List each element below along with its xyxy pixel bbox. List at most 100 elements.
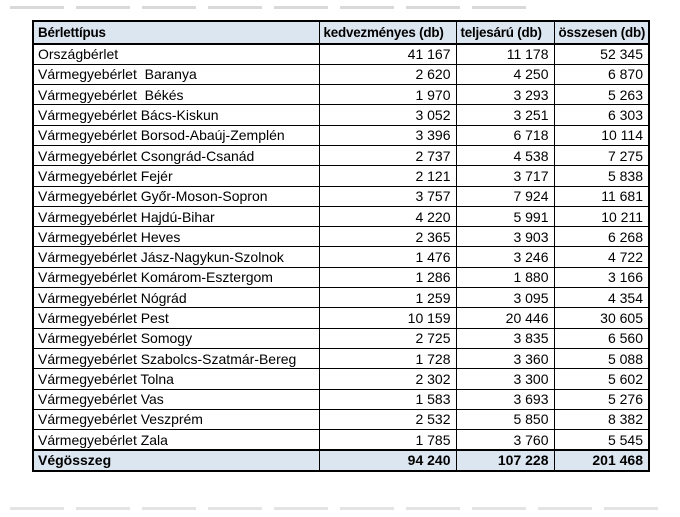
cell-pass-type[interactable]: Vármegyebérlet Baranya (32, 63, 320, 86)
cell-pass-type[interactable]: Vármegyebérlet Borsod-Abaúj-Zemplén (32, 124, 320, 146)
cell-discounted[interactable]: 3 757 (318, 185, 457, 207)
header-row: Bérlettípus kedvezményes (db) teljesárú … (32, 20, 650, 45)
cell-discounted[interactable]: 10 159 (318, 307, 457, 329)
cell-total[interactable]: 5 838 (553, 165, 650, 187)
cell-full-price[interactable]: 3 360 (455, 347, 555, 370)
table-row: Vármegyebérlet Pest 10 159 20 446 30 605 (32, 307, 650, 329)
cell-discounted[interactable]: 2 620 (318, 63, 457, 86)
cell-pass-type[interactable]: Vármegyebérlet Békés (32, 84, 320, 106)
cell-discounted[interactable]: 41 167 (318, 43, 457, 65)
cell-total[interactable]: 4 354 (553, 287, 650, 309)
cell-discounted[interactable]: 2 737 (318, 144, 457, 167)
col-header-discounted[interactable]: kedvezményes (db) (318, 20, 457, 45)
cell-full-price[interactable]: 3 293 (455, 84, 555, 106)
cell-discounted[interactable]: 3 052 (318, 104, 457, 126)
cell-pass-type[interactable]: Vármegyebérlet Komárom-Esztergom (32, 266, 320, 289)
cell-full-price[interactable]: 4 538 (455, 144, 555, 167)
cell-pass-type[interactable]: Vármegyebérlet Heves (32, 226, 320, 248)
cell-full-price[interactable]: 3 717 (455, 165, 555, 187)
cell-pass-type[interactable]: Vármegyebérlet Vas (32, 388, 320, 410)
cell-full-price[interactable]: 5 991 (455, 205, 555, 228)
cell-discounted[interactable]: 4 220 (318, 205, 457, 228)
table-row: Vármegyebérlet Csongrád-Csanád 2 737 4 5… (32, 144, 650, 167)
grand-total-discounted[interactable]: 94 240 (318, 448, 457, 472)
cell-full-price[interactable]: 4 250 (455, 63, 555, 86)
cell-discounted[interactable]: 1 583 (318, 388, 457, 410)
cell-pass-type[interactable]: Vármegyebérlet Zala (32, 429, 320, 451)
grand-total-label[interactable]: Végösszeg (32, 448, 320, 472)
cell-discounted[interactable]: 1 785 (318, 429, 457, 451)
grand-total-row: Végösszeg 94 240 107 228 201 468 (32, 448, 650, 472)
cell-full-price[interactable]: 3 903 (455, 226, 555, 248)
table-row: Vármegyebérlet Heves 2 365 3 903 6 268 (32, 226, 650, 248)
col-header-pass-type[interactable]: Bérlettípus (32, 20, 320, 45)
cell-pass-type[interactable]: Vármegyebérlet Hajdú-Bihar (32, 205, 320, 228)
cell-pass-type[interactable]: Országbérlet (32, 43, 320, 65)
table-row: Vármegyebérlet Baranya 2 620 4 250 6 870 (32, 63, 650, 86)
cell-total[interactable]: 5 545 (553, 429, 650, 451)
cell-pass-type[interactable]: Vármegyebérlet Nógrád (32, 287, 320, 309)
cell-total[interactable]: 4 722 (553, 246, 650, 268)
cell-discounted[interactable]: 1 476 (318, 246, 457, 268)
cell-full-price[interactable]: 3 095 (455, 287, 555, 309)
table-row: Vármegyebérlet Fejér 2 121 3 717 5 838 (32, 165, 650, 187)
cell-full-price[interactable]: 3 251 (455, 104, 555, 126)
cell-discounted[interactable]: 1 728 (318, 347, 457, 370)
cell-discounted[interactable]: 3 396 (318, 124, 457, 146)
cell-full-price[interactable]: 3 693 (455, 388, 555, 410)
cell-discounted[interactable]: 2 365 (318, 226, 457, 248)
cell-discounted[interactable]: 2 121 (318, 165, 457, 187)
cell-full-price[interactable]: 1 880 (455, 266, 555, 289)
cell-total[interactable]: 10 114 (553, 124, 650, 146)
cell-total[interactable]: 3 166 (553, 266, 650, 289)
cell-total[interactable]: 5 088 (553, 347, 650, 370)
cell-total[interactable]: 52 345 (553, 43, 650, 65)
col-header-full-price[interactable]: teljesárú (db) (455, 20, 555, 45)
cell-full-price[interactable]: 6 718 (455, 124, 555, 146)
cell-total[interactable]: 6 560 (553, 327, 650, 349)
table-row: Vármegyebérlet Nógrád 1 259 3 095 4 354 (32, 287, 650, 309)
cell-pass-type[interactable]: Vármegyebérlet Veszprém (32, 408, 320, 431)
grand-total-full-price[interactable]: 107 228 (455, 448, 555, 472)
cell-total[interactable]: 5 263 (553, 84, 650, 106)
cell-total[interactable]: 10 211 (553, 205, 650, 228)
cell-pass-type[interactable]: Vármegyebérlet Fejér (32, 165, 320, 187)
cell-discounted[interactable]: 2 302 (318, 368, 457, 390)
cell-total[interactable]: 6 303 (553, 104, 650, 126)
cell-discounted[interactable]: 1 259 (318, 287, 457, 309)
cell-total[interactable]: 8 382 (553, 408, 650, 431)
cell-full-price[interactable]: 3 760 (455, 429, 555, 451)
cell-total[interactable]: 5 602 (553, 368, 650, 390)
cell-full-price[interactable]: 20 446 (455, 307, 555, 329)
cell-pass-type[interactable]: Vármegyebérlet Győr-Moson-Sopron (32, 185, 320, 207)
cell-full-price[interactable]: 3 835 (455, 327, 555, 349)
cell-total[interactable]: 5 276 (553, 388, 650, 410)
cell-full-price[interactable]: 7 924 (455, 185, 555, 207)
cell-full-price[interactable]: 11 178 (455, 43, 555, 65)
pass-sales-table: Bérlettípus kedvezményes (db) teljesárú … (32, 20, 650, 472)
cell-pass-type[interactable]: Vármegyebérlet Pest (32, 307, 320, 329)
cell-full-price[interactable]: 5 850 (455, 408, 555, 431)
table-row: Vármegyebérlet Veszprém 2 532 5 850 8 38… (32, 408, 650, 431)
cell-pass-type[interactable]: Vármegyebérlet Szabolcs-Szatmár-Bereg (32, 347, 320, 370)
table-row: Vármegyebérlet Tolna 2 302 3 300 5 602 (32, 368, 650, 390)
cell-total[interactable]: 6 268 (553, 226, 650, 248)
cell-full-price[interactable]: 3 246 (455, 246, 555, 268)
cell-discounted[interactable]: 2 532 (318, 408, 457, 431)
cell-total[interactable]: 6 870 (553, 63, 650, 86)
cell-total[interactable]: 30 605 (553, 307, 650, 329)
grand-total-total[interactable]: 201 468 (553, 448, 650, 472)
cell-discounted[interactable]: 1 970 (318, 84, 457, 106)
cell-pass-type[interactable]: Vármegyebérlet Csongrád-Csanád (32, 144, 320, 167)
cell-pass-type[interactable]: Vármegyebérlet Bács-Kiskun (32, 104, 320, 126)
cell-total[interactable]: 7 275 (553, 144, 650, 167)
cell-total[interactable]: 11 681 (553, 185, 650, 207)
col-header-total[interactable]: összesen (db) (553, 20, 650, 45)
cell-pass-type[interactable]: Vármegyebérlet Somogy (32, 327, 320, 349)
cell-pass-type[interactable]: Vármegyebérlet Tolna (32, 368, 320, 390)
cropped-row-artifact-bottom (10, 507, 670, 510)
cell-discounted[interactable]: 1 286 (318, 266, 457, 289)
cell-pass-type[interactable]: Vármegyebérlet Jász-Nagykun-Szolnok (32, 246, 320, 268)
cell-full-price[interactable]: 3 300 (455, 368, 555, 390)
cell-discounted[interactable]: 2 725 (318, 327, 457, 349)
